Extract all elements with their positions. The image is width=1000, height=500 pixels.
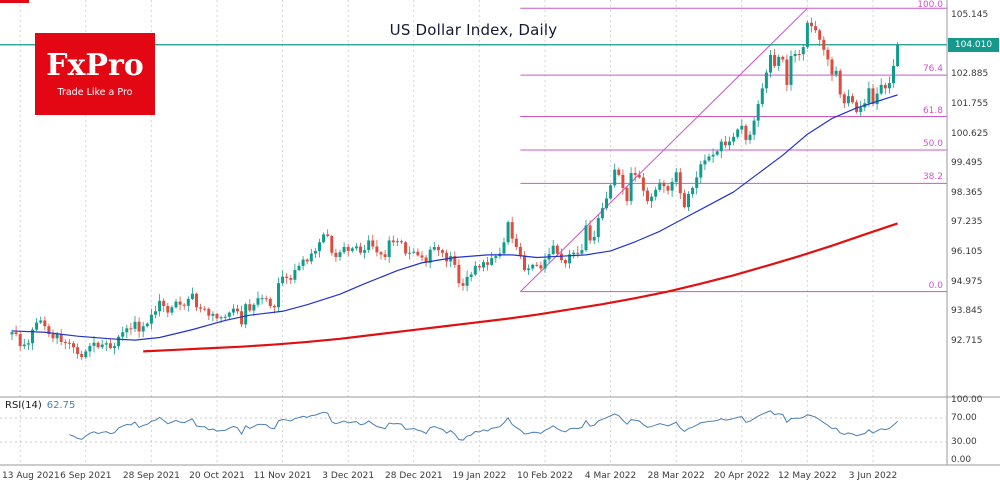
price-axis-label: 98.365 [951,187,983,198]
price-axis-label: 94.975 [951,276,983,287]
fib-level-label: 61.8 [922,105,943,116]
top-left-red-marker [0,0,29,3]
price-axis-label: 97.235 [951,217,983,228]
x-axis-label: 6 Sep 2021 [60,471,112,481]
x-axis-label: 3 Dec 2021 [322,471,375,481]
price-axis-label: 105.145 [951,10,989,20]
x-axis-label: 4 Mar 2022 [584,471,637,481]
x-axis-label: 20 Apr 2022 [713,471,770,481]
price-axis-label: 102.885 [951,69,989,80]
price-axis-label: 92.715 [951,336,983,347]
fib-level-label: 50.0 [922,138,943,149]
fibonacci-layer [520,7,947,293]
fib-trendline [520,7,808,292]
fxpro-logo-text: FxPro [46,47,144,83]
x-axis-label: 12 May 2022 [778,471,837,481]
price-axis-label: 93.845 [951,306,983,317]
x-axis-label: 11 Nov 2021 [253,471,312,481]
rsi-level-label: 70.00 [951,413,977,423]
x-axis-label: 28 Mar 2022 [647,471,705,481]
fib-level-label: 0.0 [928,280,943,291]
rsi-caption: RSI(14) 62.75 [5,400,75,411]
price-axis-label: 99.495 [951,158,983,169]
fxpro-logo-tagline: Trade Like a Pro [57,86,133,98]
x-axis-label: 28 Dec 2021 [385,471,443,481]
price-axis-label: 96.105 [951,247,983,258]
price-axis-label: 101.755 [951,98,989,109]
rsi-level-label: 0.00 [951,455,972,465]
rsi-level-label: 100.00 [951,395,983,405]
rsi-value: 62.75 [46,400,76,411]
rsi-indicator-name: RSI(14) [5,400,42,411]
x-axis-label: 19 Jan 2022 [452,471,507,481]
fxpro-logo: FxPro Trade Like a Pro [35,33,155,115]
x-axis-label: 13 Aug 2021 [2,471,60,481]
x-axis-label: 3 Jun 2022 [848,471,898,481]
current-price-badge: 104.010 [948,37,999,52]
ma-slow-line [143,222,898,353]
fib-level-label: 76.4 [922,64,943,75]
chart-title: US Dollar Index, Daily [389,21,558,39]
price-axis-label: 100.625 [951,128,989,139]
x-axis-label: 28 Sep 2021 [122,471,180,481]
rsi-level-label: 30.00 [951,437,977,447]
x-axis-label: 20 Oct 2021 [189,471,245,481]
rsi-line [69,410,898,441]
x-axis-label: 10 Feb 2022 [516,471,574,481]
fib-level-label: 100.0 [917,0,943,10]
fib-level-label: 38.2 [922,172,943,183]
ma-fast-line [11,94,898,341]
